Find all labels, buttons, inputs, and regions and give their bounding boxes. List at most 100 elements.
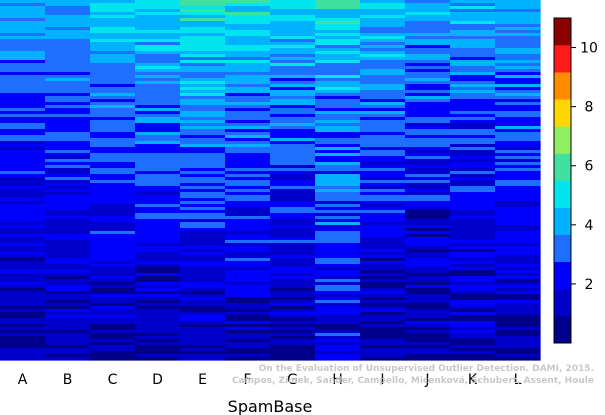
x-tick-label: L	[514, 372, 522, 388]
heatmap-cell	[135, 132, 181, 136]
heatmap-cell	[225, 117, 271, 121]
heatmap-cell	[495, 39, 541, 43]
heatmap-cell	[225, 84, 271, 88]
heatmap-cell	[450, 99, 496, 103]
heatmap-cell	[135, 81, 181, 85]
heatmap-cell	[0, 180, 46, 184]
heatmap-cell	[225, 297, 271, 301]
heatmap-cell	[180, 174, 226, 178]
heatmap-cell	[225, 99, 271, 103]
heatmap-cell	[180, 303, 226, 307]
heatmap-cell	[450, 270, 496, 274]
heatmap-cell	[270, 54, 316, 58]
heatmap-cell	[225, 105, 271, 109]
heatmap-cell	[225, 270, 271, 274]
heatmap-cell	[495, 321, 541, 325]
heatmap-cell	[90, 111, 136, 115]
heatmap-cell	[360, 204, 406, 208]
heatmap-cell	[450, 267, 496, 271]
heatmap-cell	[270, 279, 316, 283]
x-tick-label: D	[152, 372, 163, 388]
heatmap-cell	[360, 336, 406, 340]
heatmap-cell	[45, 261, 91, 265]
heatmap-cell	[90, 246, 136, 250]
heatmap-cell	[180, 285, 226, 289]
heatmap-cell	[225, 51, 271, 55]
heatmap-cell	[315, 291, 361, 295]
heatmap-cell	[45, 6, 91, 10]
heatmap-cell	[315, 162, 361, 166]
heatmap-cell	[135, 267, 181, 271]
heatmap-cell	[135, 66, 181, 70]
heatmap-cell	[450, 315, 496, 319]
heatmap-cell	[225, 240, 271, 244]
heatmap-cell	[315, 300, 361, 304]
heatmap-cell	[225, 336, 271, 340]
heatmap-cell	[360, 138, 406, 142]
heatmap-cell	[135, 240, 181, 244]
heatmap-cell	[270, 330, 316, 334]
heatmap-cell	[495, 120, 541, 124]
heatmap-cell	[405, 327, 451, 331]
heatmap-cell	[225, 291, 271, 295]
heatmap-cell	[270, 153, 316, 157]
heatmap-cell	[90, 237, 136, 241]
heatmap-cell	[270, 249, 316, 253]
heatmap-cell	[135, 33, 181, 37]
heatmap-cell	[45, 249, 91, 253]
heatmap-cell	[270, 240, 316, 244]
heatmap-cell	[225, 351, 271, 355]
heatmap-cell	[495, 174, 541, 178]
heatmap-cell	[135, 69, 181, 73]
heatmap-cell	[45, 318, 91, 322]
heatmap-cell	[225, 3, 271, 7]
heatmap-cell	[225, 15, 271, 19]
heatmap-cell	[360, 228, 406, 232]
heatmap-cell	[315, 309, 361, 313]
heatmap-cell	[180, 195, 226, 199]
heatmap-cell	[270, 105, 316, 109]
heatmap-cell	[135, 36, 181, 40]
heatmap-cell	[450, 102, 496, 106]
heatmap-cell	[90, 24, 136, 28]
heatmap-cell	[315, 324, 361, 328]
heatmap-cell	[360, 348, 406, 352]
heatmap-cell	[45, 18, 91, 22]
heatmap-cell	[0, 135, 46, 139]
heatmap-cell	[360, 150, 406, 154]
heatmap-cell	[360, 261, 406, 265]
heatmap-cell	[180, 348, 226, 352]
heatmap-cell	[450, 156, 496, 160]
heatmap-cell	[45, 300, 91, 304]
colorbar-swatch	[554, 99, 571, 127]
heatmap-cell	[45, 153, 91, 157]
heatmap-cell	[180, 171, 226, 175]
heatmap-cell	[135, 255, 181, 259]
heatmap-cell	[270, 12, 316, 16]
heatmap-cell	[270, 186, 316, 190]
heatmap-cell	[45, 39, 91, 43]
heatmap-cell	[90, 117, 136, 121]
heatmap-cell	[450, 162, 496, 166]
heatmap-cell	[225, 222, 271, 226]
heatmap-cell	[360, 162, 406, 166]
heatmap-cell	[0, 147, 46, 151]
heatmap-cell	[360, 147, 406, 151]
heatmap-cell	[495, 189, 541, 193]
heatmap-cell	[450, 264, 496, 268]
heatmap-cell	[495, 336, 541, 340]
heatmap-cell	[135, 291, 181, 295]
heatmap-cell	[315, 24, 361, 28]
heatmap-cell	[315, 57, 361, 61]
heatmap-cell	[450, 87, 496, 91]
heatmap-cell	[180, 51, 226, 55]
heatmap-cell	[450, 27, 496, 31]
heatmap-cell	[495, 264, 541, 268]
heatmap-cell	[45, 99, 91, 103]
heatmap-cell	[0, 9, 46, 13]
heatmap-cell	[90, 165, 136, 169]
heatmap-cell	[180, 81, 226, 85]
heatmap-cell	[135, 72, 181, 76]
heatmap-cell	[495, 138, 541, 142]
heatmap-cell	[0, 219, 46, 223]
